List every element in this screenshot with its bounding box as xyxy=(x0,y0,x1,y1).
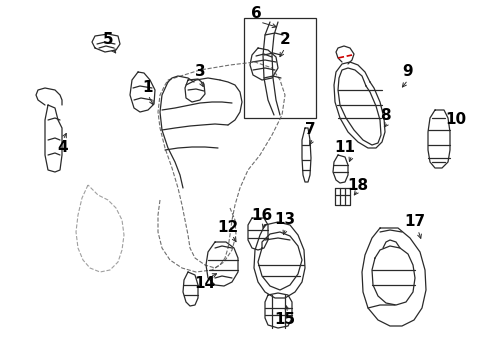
Text: 11: 11 xyxy=(334,140,355,156)
Text: 18: 18 xyxy=(347,177,368,193)
Text: 17: 17 xyxy=(404,215,425,230)
Text: 3: 3 xyxy=(194,64,205,80)
Bar xyxy=(244,18,315,118)
Text: 5: 5 xyxy=(102,32,113,48)
Text: 12: 12 xyxy=(217,220,238,235)
Text: 4: 4 xyxy=(58,140,68,156)
Text: 14: 14 xyxy=(194,275,215,291)
Text: 13: 13 xyxy=(274,212,295,228)
Text: 8: 8 xyxy=(379,108,389,122)
Text: 6: 6 xyxy=(250,6,261,22)
Text: 1: 1 xyxy=(142,81,153,95)
Text: 16: 16 xyxy=(251,207,272,222)
Text: 2: 2 xyxy=(279,32,290,48)
Text: 9: 9 xyxy=(402,64,412,80)
Text: 7: 7 xyxy=(304,122,315,138)
Text: 10: 10 xyxy=(445,112,466,127)
Text: 15: 15 xyxy=(274,312,295,328)
